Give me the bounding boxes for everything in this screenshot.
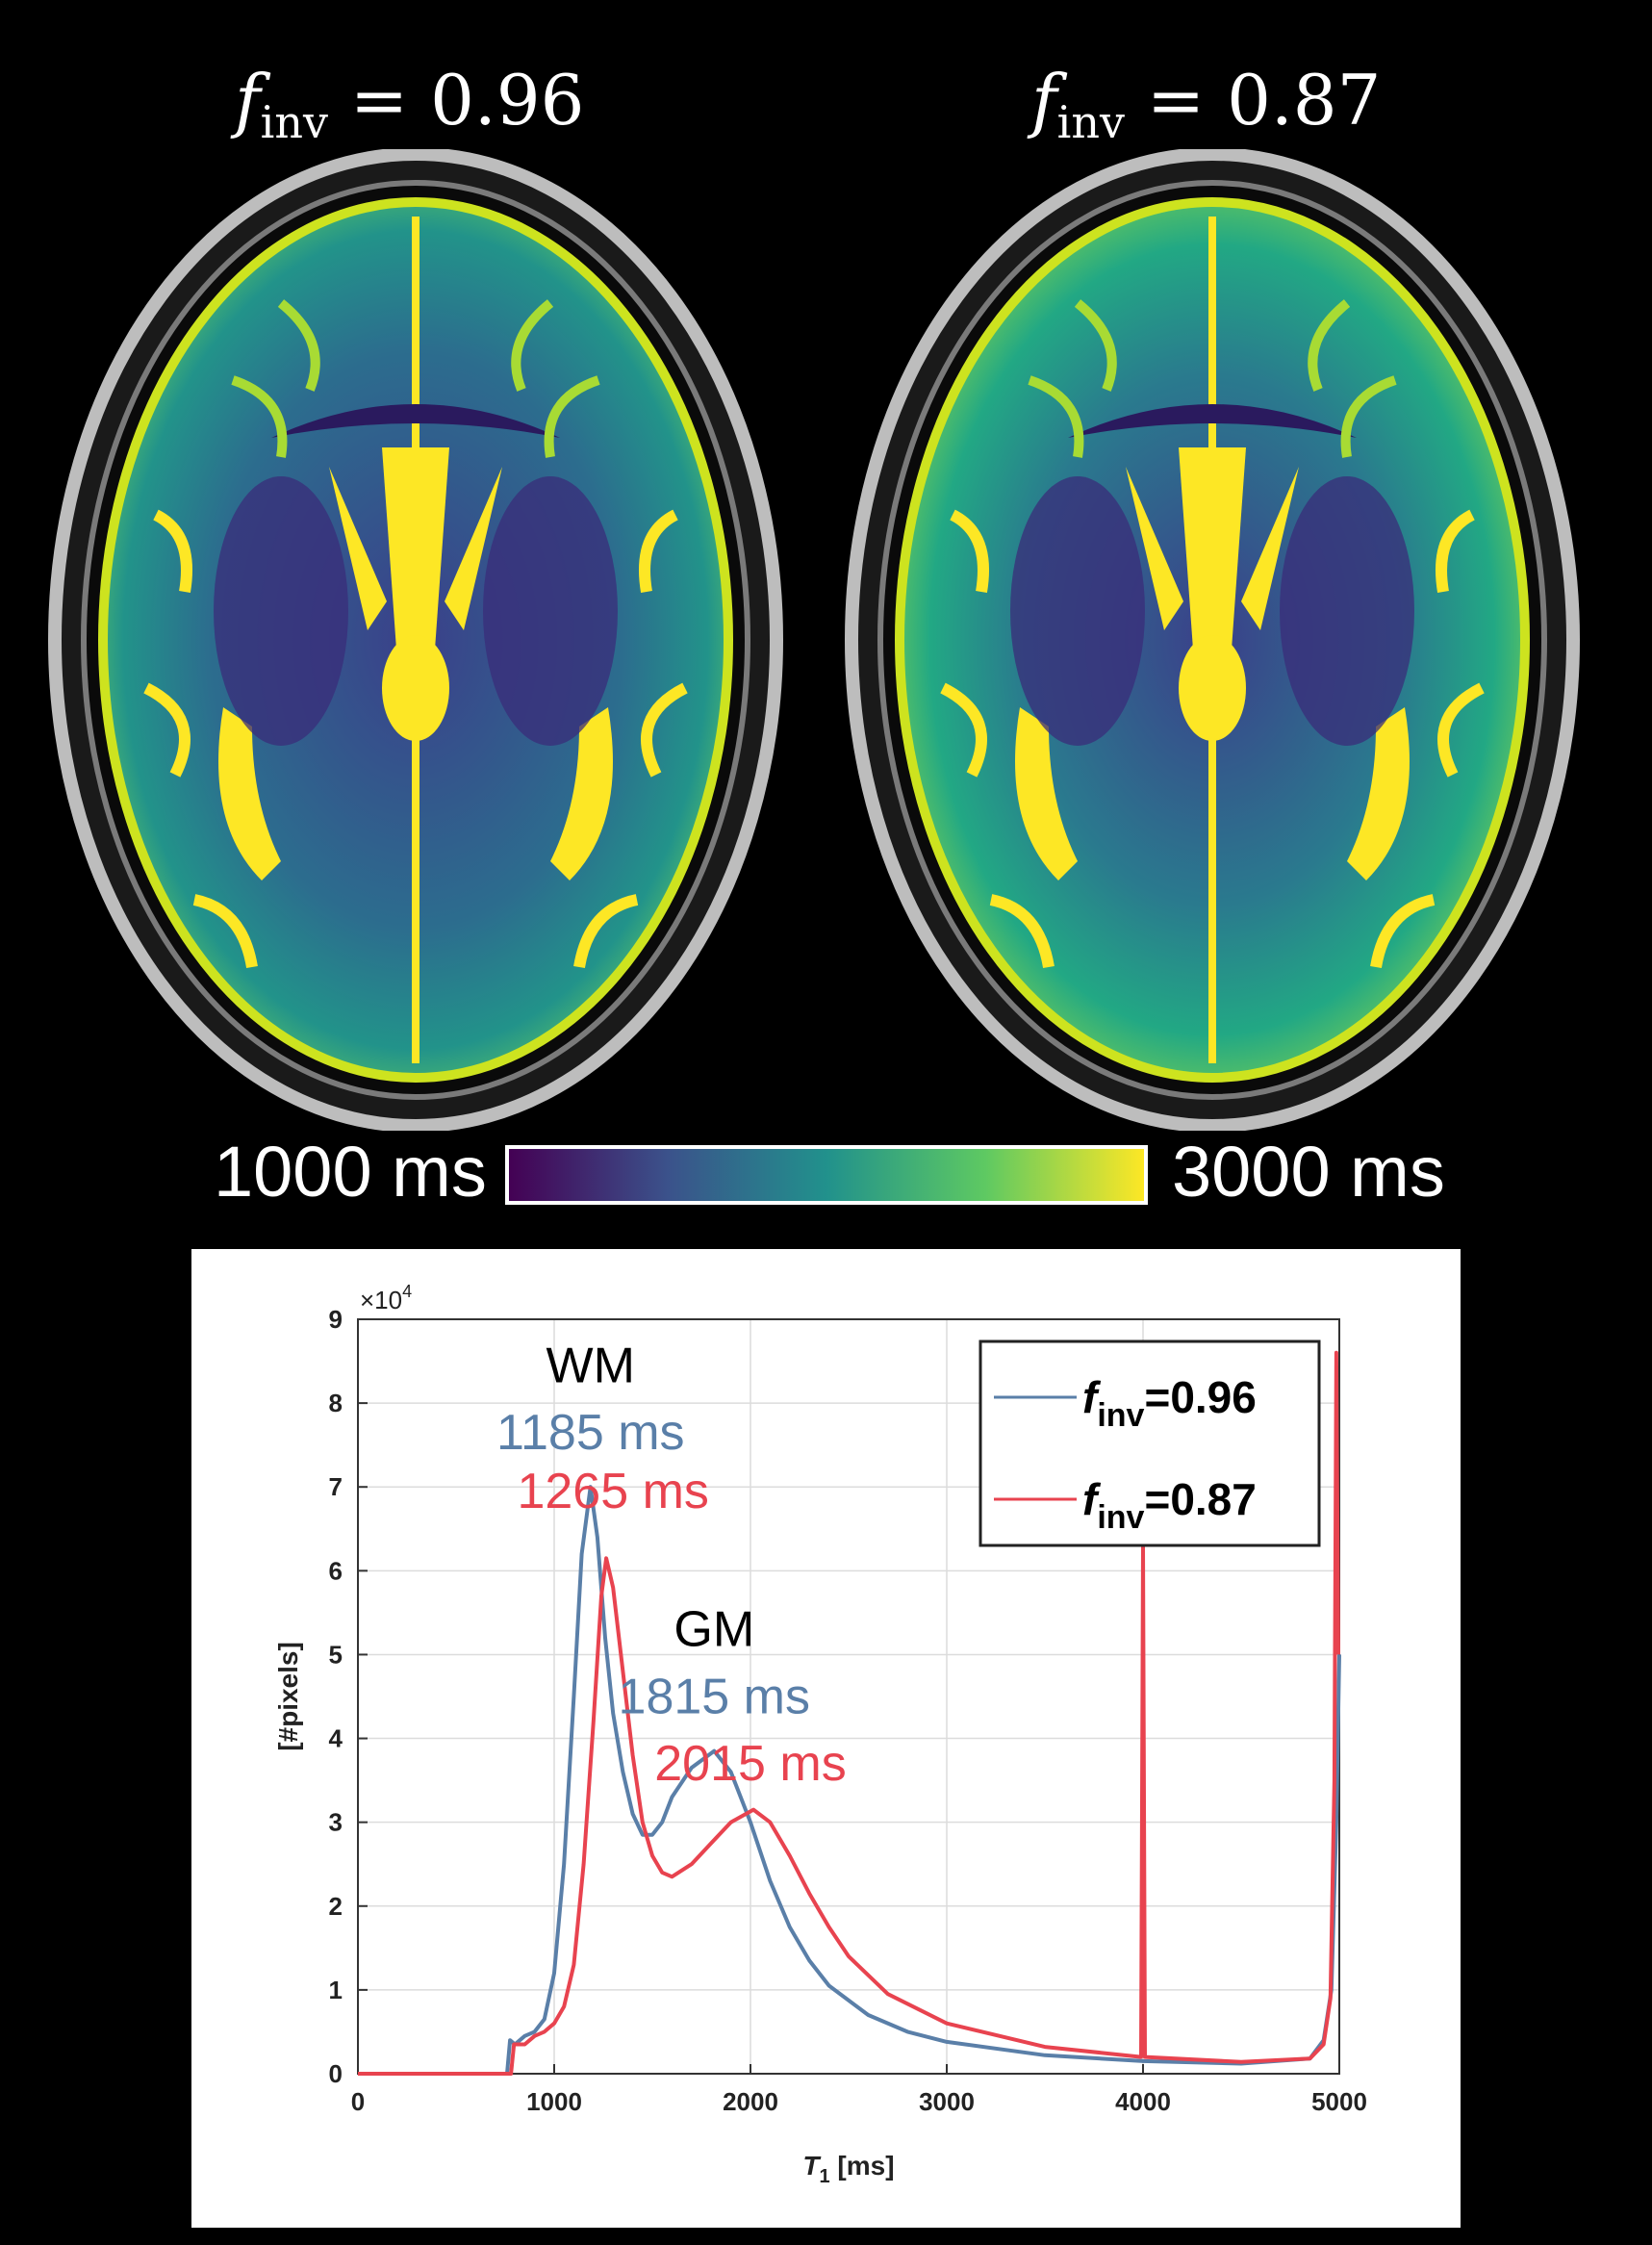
legend-sub: inv	[1097, 1397, 1144, 1434]
title-value: = 0.96	[327, 60, 585, 140]
y-tick-label: 8	[329, 1389, 343, 1417]
legend-label: finv=0.96	[1082, 1372, 1257, 1434]
annotation-label: 1265 ms	[517, 1464, 708, 1519]
y-axis-label: [#pixels]	[273, 1642, 303, 1751]
ticks: 0 1000 2000 3000 4000 5000 0 1 2 3 4 5 6 7 8 9	[329, 1305, 1367, 2116]
colorbar-min-label: 1000 ms	[214, 1132, 487, 1212]
x-axis-label: T1 [ms]	[802, 2151, 894, 2187]
y-multiplier: ×104	[360, 1282, 412, 1314]
y-tick-label: 6	[329, 1556, 343, 1585]
colorbar-max-label: 3000 ms	[1172, 1132, 1445, 1212]
x-tick-label: 4000	[1115, 2087, 1171, 2116]
legend-label: finv=0.87	[1082, 1474, 1257, 1536]
annotation-label: GM	[674, 1602, 754, 1658]
legend-value: =0.87	[1144, 1474, 1256, 1524]
title-symbol: f	[235, 60, 261, 140]
map-title-right: finv = 0.87	[1031, 60, 1381, 148]
y-tick-label: 1	[329, 1976, 343, 2004]
y-tick-label: 7	[329, 1472, 343, 1501]
histogram-panel: 0 1000 2000 3000 4000 5000 0 1 2 3 4 5 6 7 8 9 WM 1185 m…	[191, 1249, 1461, 2228]
annotation-label: 1815 ms	[619, 1669, 810, 1724]
x-tick-label: 2000	[723, 2087, 778, 2116]
legend-symbol: f	[1082, 1372, 1102, 1422]
title-symbol: f	[1031, 60, 1057, 140]
x-tick-label: 1000	[526, 2087, 582, 2116]
y-tick-label: 9	[329, 1305, 343, 1334]
annotation-label: 1185 ms	[496, 1405, 685, 1461]
x-tick-label: 0	[351, 2087, 365, 2116]
y-tick-label: 4	[329, 1724, 343, 1753]
legend-box	[978, 1339, 1321, 1547]
t1-map-left	[48, 149, 783, 1131]
y-tick-label: 0	[329, 2059, 343, 2088]
colorbar	[505, 1145, 1148, 1205]
series-line-0	[358, 1485, 1341, 2076]
y-tick-label: 5	[329, 1640, 343, 1669]
map-title-left: finv = 0.96	[235, 60, 584, 148]
annotation-label: 2015 ms	[654, 1736, 846, 1792]
legend-symbol: f	[1082, 1474, 1102, 1524]
x-tick-label: 3000	[919, 2087, 975, 2116]
annotation-label: WM	[546, 1338, 635, 1393]
series-group	[358, 1350, 1341, 2076]
title-sub: inv	[1056, 96, 1125, 148]
x-tick-label: 5000	[1311, 2087, 1367, 2116]
y-tick-label: 2	[329, 1892, 343, 1921]
histogram-chart: 0 1000 2000 3000 4000 5000 0 1 2 3 4 5 6 7 8 9 WM 1185 m…	[273, 1282, 1367, 2187]
series-line-1	[358, 1350, 1340, 2076]
title-value: = 0.87	[1124, 60, 1382, 140]
legend-value: =0.96	[1144, 1372, 1256, 1422]
t1-map-right	[845, 149, 1580, 1131]
y-tick-label: 3	[329, 1808, 343, 1837]
title-sub: inv	[260, 96, 328, 148]
legend-sub: inv	[1097, 1499, 1144, 1536]
